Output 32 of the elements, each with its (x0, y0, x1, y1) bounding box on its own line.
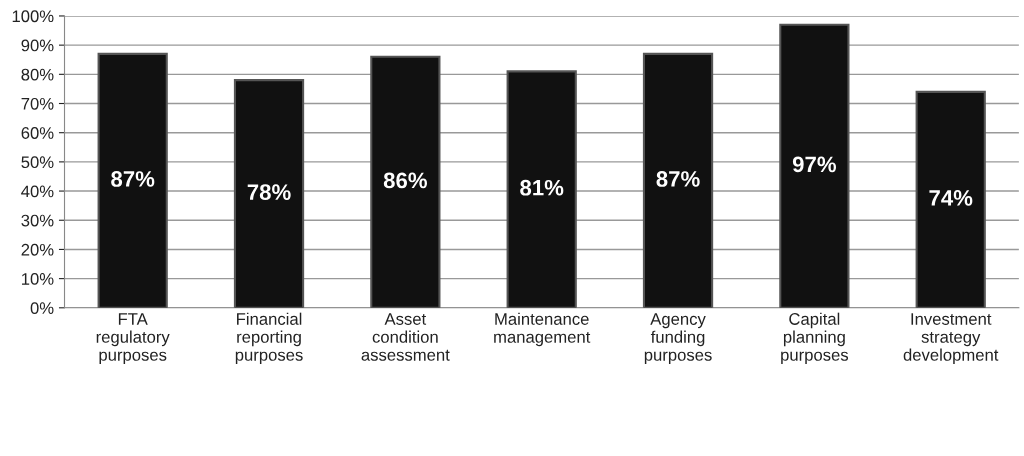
bar (642, 52, 714, 308)
data-label: 78% (247, 184, 291, 200)
data-label: 74% (929, 190, 973, 206)
y-tick-label: 30% (21, 214, 54, 227)
bar (97, 52, 168, 308)
data-label: 81% (520, 179, 564, 196)
x-tick-label: Financial reporting purposes (235, 312, 303, 365)
y-tick-label: 10% (22, 273, 54, 285)
bar (915, 90, 986, 308)
data-label: 87% (656, 171, 700, 187)
y-tick-label: 20% (21, 243, 54, 256)
data-label: 86% (383, 172, 428, 189)
y-tick-label: 50% (21, 156, 54, 169)
data-label: 97% (792, 156, 837, 173)
x-tick-label: Agency funding purposes (644, 313, 712, 365)
bar (370, 55, 441, 308)
data-label: 87% (111, 171, 155, 187)
x-tick-label: FTA regulatory purposes (96, 313, 170, 365)
x-tick-label: Investment strategy development (903, 313, 999, 365)
x-tick-label: Asset condition assessment (361, 313, 450, 361)
bar (233, 79, 305, 308)
x-tick-label: Maintenance management (494, 312, 591, 347)
y-tick-label: 70% (21, 97, 54, 110)
y-tick-label: 100% (12, 10, 54, 23)
y-tick-label: 90% (21, 39, 54, 52)
x-tick-label: Capital planning purposes (781, 312, 849, 365)
y-tick-label: 60% (21, 127, 54, 139)
bar (506, 70, 577, 308)
bar (779, 23, 850, 308)
y-tick-label: 0% (30, 302, 54, 314)
y-tick-label: 40% (21, 185, 54, 198)
y-tick-label: 80% (21, 68, 54, 81)
